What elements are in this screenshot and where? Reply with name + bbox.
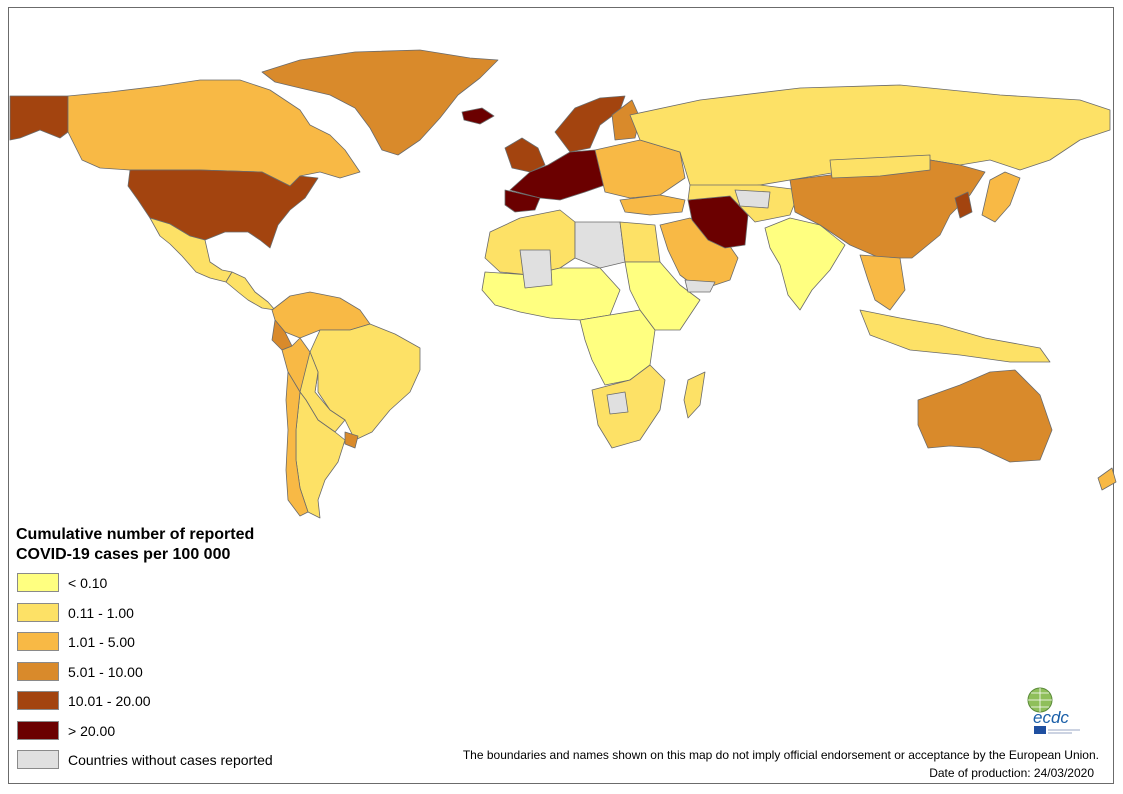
legend-swatch xyxy=(17,661,59,681)
region-brazil xyxy=(309,323,421,441)
region-new-zealand xyxy=(1097,467,1117,491)
legend-row: 10.01 - 20.00 xyxy=(16,691,356,721)
legend-title-line2: COVID-19 cases per 100 000 xyxy=(16,546,231,563)
legend-swatch xyxy=(17,691,59,710)
region-east-africa xyxy=(624,261,701,331)
legend-title-line1: Cumulative number of reported xyxy=(16,526,255,543)
legend-swatch xyxy=(17,750,59,769)
region-yemen xyxy=(684,279,716,293)
region-indonesia xyxy=(859,309,1051,363)
region-mali-region xyxy=(519,249,553,289)
region-egypt xyxy=(619,221,661,263)
globe-icon xyxy=(1027,687,1080,734)
region-chile xyxy=(285,371,309,517)
region-ireland-uk xyxy=(504,137,546,173)
region-greenland xyxy=(261,49,499,156)
production-date: Date of production: 24/03/2020 xyxy=(929,766,1094,780)
region-japan xyxy=(981,171,1021,223)
region-alaska xyxy=(9,95,69,141)
region-libya xyxy=(574,221,626,269)
region-madagascar xyxy=(683,371,706,419)
disclaimer-text: The boundaries and names shown on this m… xyxy=(462,748,1099,762)
legend-label: 1.01 - 5.00 xyxy=(68,634,135,650)
region-southeast-asia xyxy=(859,254,906,311)
legend-label: 5.01 - 10.00 xyxy=(68,663,143,680)
region-turkey xyxy=(619,194,686,216)
legend-swatch xyxy=(17,573,59,592)
region-turkmenistan xyxy=(734,189,771,209)
legend-label: 0.11 - 1.00 xyxy=(68,604,134,621)
region-india xyxy=(764,217,846,311)
legend-row: < 0.10 xyxy=(16,573,356,603)
legend-label: Countries without cases reported xyxy=(68,752,273,768)
region-north-africa xyxy=(484,209,576,276)
region-iceland xyxy=(461,107,495,125)
region-uruguay xyxy=(344,431,359,449)
legend-title: Cumulative number of reported COVID-19 c… xyxy=(16,525,356,565)
region-korea xyxy=(954,191,973,219)
region-canada xyxy=(67,79,361,187)
legend-label: > 20.00 xyxy=(68,722,116,739)
legend-row: Countries without cases reported xyxy=(16,750,356,780)
legend-swatch xyxy=(17,720,59,740)
legend-row: 0.11 - 1.00 xyxy=(16,602,356,633)
region-central-america xyxy=(225,271,276,311)
ecdc-logo xyxy=(1022,686,1084,738)
legend-swatch xyxy=(17,602,59,622)
map-legend: Cumulative number of reported COVID-19 c… xyxy=(16,525,356,780)
legend-label: 10.01 - 20.00 xyxy=(68,693,151,709)
legend-row: 5.01 - 10.00 xyxy=(16,661,356,692)
legend-row: 1.01 - 5.00 xyxy=(16,632,356,662)
region-botswana xyxy=(606,391,629,415)
legend-label: < 0.10 xyxy=(68,575,108,591)
region-mongolia xyxy=(829,154,931,179)
legend-row: > 20.00 xyxy=(16,720,356,751)
region-southern-africa xyxy=(591,364,666,449)
logo-text: ecdc xyxy=(1033,708,1069,727)
region-australia xyxy=(917,369,1053,463)
region-iberia xyxy=(504,189,541,213)
legend-swatch xyxy=(17,632,59,651)
